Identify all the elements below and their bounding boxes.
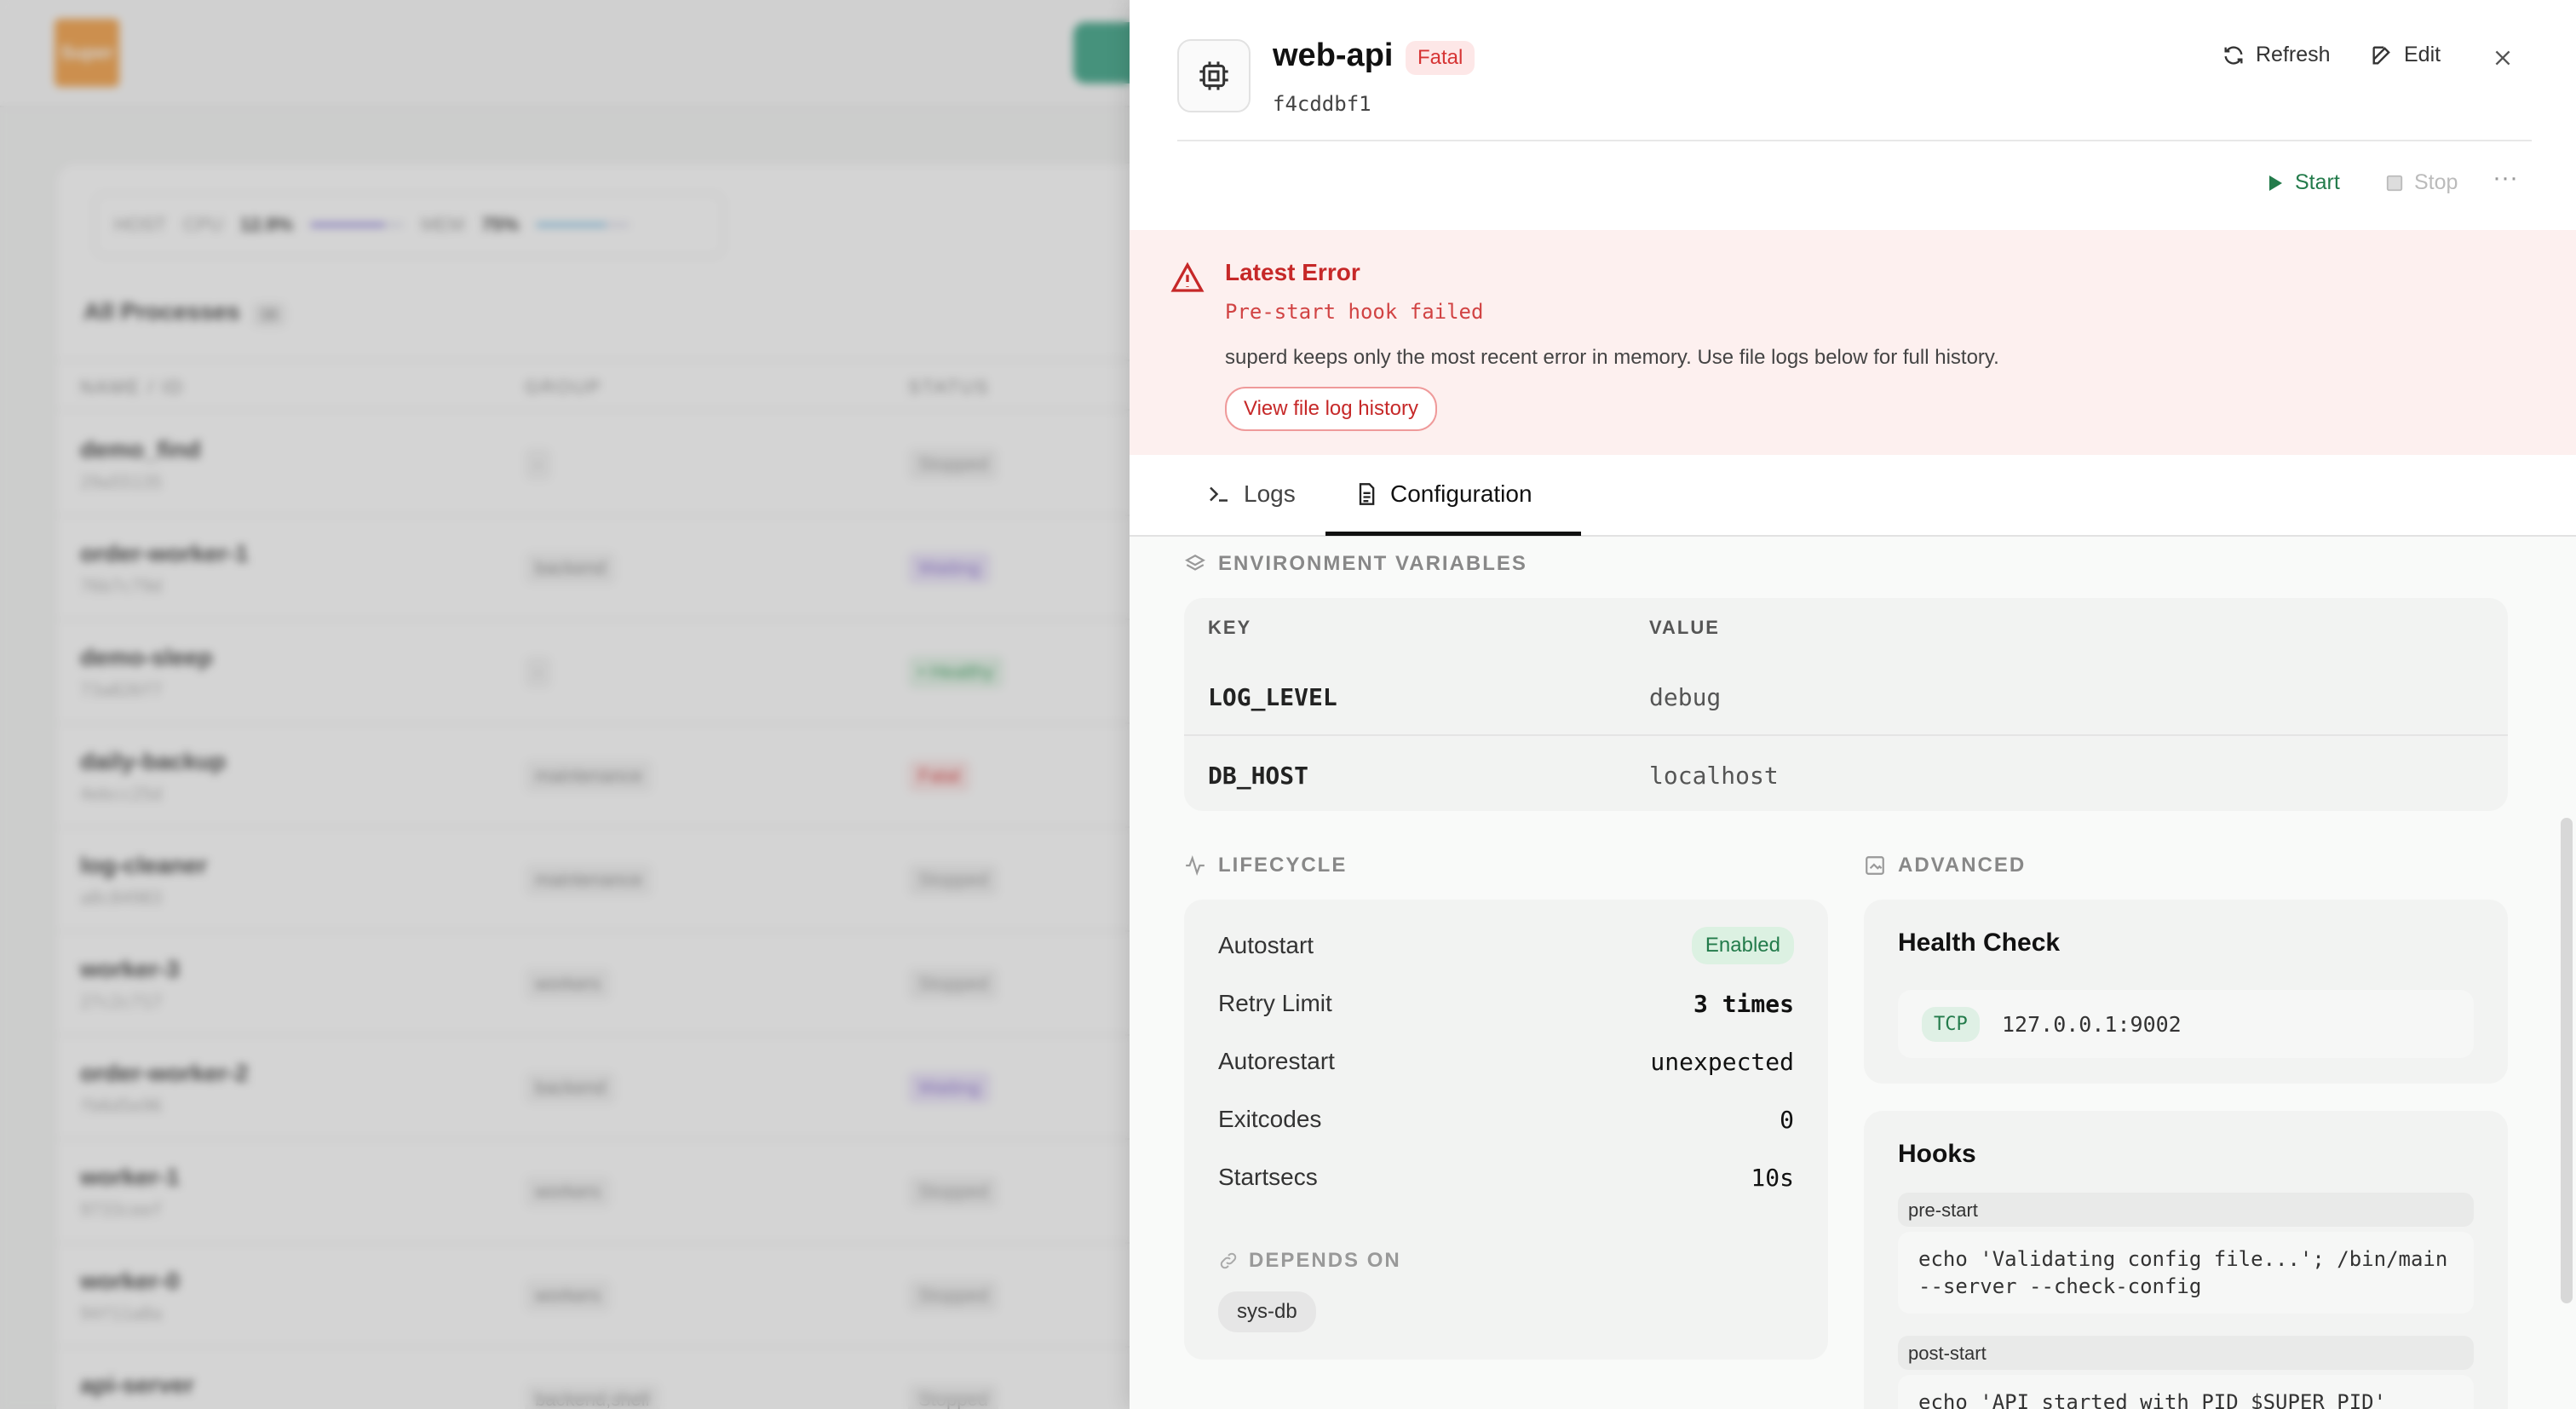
env-table: KEY VALUE LOG_LEVEL debug DB_HOST localh… xyxy=(1184,598,2508,811)
header-divider xyxy=(1177,140,2532,141)
env-value: debug xyxy=(1649,683,1722,711)
terminal-icon xyxy=(1210,486,1228,502)
layers-icon xyxy=(1185,555,1205,571)
lifecycle-row: Startsecs 10s xyxy=(1218,1155,1794,1198)
env-key: LOG_LEVEL xyxy=(1208,683,1337,711)
hooks-panel: Hooks pre-start echo 'Validating config … xyxy=(1864,1111,2508,1409)
env-key: DB_HOST xyxy=(1208,762,1309,790)
play-icon xyxy=(2269,175,2282,191)
process-hash: f4cddbf1 xyxy=(1273,92,1371,116)
start-button[interactable]: Start xyxy=(2264,170,2340,195)
stop-icon xyxy=(2386,175,2403,191)
tab-configuration-label: Configuration xyxy=(1390,480,1532,507)
edit-icon xyxy=(2372,46,2390,64)
hook-name: pre-start xyxy=(1898,1193,2474,1227)
modal-overlay[interactable] xyxy=(0,0,1130,1409)
more-button[interactable]: ··· xyxy=(2493,164,2518,193)
latest-error-panel: Latest Error Pre-start hook failed super… xyxy=(1130,230,2576,455)
drawer-header: web-api Fatal f4cddbf1 Refresh Edit Star… xyxy=(1130,0,2576,230)
refresh-icon xyxy=(2224,45,2243,65)
drawer-scrollbar[interactable] xyxy=(2561,818,2573,1303)
env-value: localhost xyxy=(1649,762,1779,790)
stop-label: Stop xyxy=(2414,170,2458,194)
tab-bar: Logs Configuration xyxy=(1130,455,2576,537)
hook-command: echo 'Validating config file...'; /bin/m… xyxy=(1898,1232,2474,1314)
depends-on-label: DEPENDS ON xyxy=(1249,1249,1401,1272)
lifecycle-panel: Autostart Enabled Retry Limit 3 times Au… xyxy=(1184,900,1828,1360)
depends-on-heading: DEPENDS ON xyxy=(1218,1249,1401,1273)
close-icon xyxy=(2495,50,2510,66)
health-check-title: Health Check xyxy=(1898,929,2061,957)
close-button[interactable] xyxy=(2486,41,2520,75)
lifecycle-value: 0 xyxy=(1780,1106,1794,1134)
activity-icon xyxy=(1186,854,1205,877)
lifecycle-row: Autorestart unexpected xyxy=(1218,1039,1794,1082)
warning-icon xyxy=(1170,262,1205,292)
env-key-header: KEY xyxy=(1208,617,1252,638)
more-icon: ··· xyxy=(2493,164,2518,192)
health-check-type-badge: TCP xyxy=(1922,1007,1980,1042)
lifecycle-label: Retry Limit xyxy=(1218,990,1332,1016)
env-section-heading: ENVIRONMENT VARIABLES xyxy=(1184,552,1527,576)
autostart-enabled-badge: Enabled xyxy=(1691,927,1794,964)
advanced-heading-label: ADVANCED xyxy=(1898,854,2027,877)
lifecycle-row: Exitcodes 0 xyxy=(1218,1097,1794,1140)
process-detail-drawer: web-api Fatal f4cddbf1 Refresh Edit Star… xyxy=(1130,0,2576,1409)
refresh-label: Refresh xyxy=(2256,43,2331,66)
error-note: superd keeps only the most recent error … xyxy=(1225,346,1999,369)
tab-logs-label: Logs xyxy=(1244,480,1296,507)
edit-label: Edit xyxy=(2404,43,2441,66)
status-badge: Fatal xyxy=(1406,41,1475,75)
env-row: LOG_LEVEL debug xyxy=(1184,658,2508,734)
lifecycle-value: unexpected xyxy=(1650,1048,1794,1076)
lifecycle-row: Retry Limit 3 times xyxy=(1218,981,1794,1024)
document-icon xyxy=(1359,483,1375,505)
tab-logs[interactable]: Logs xyxy=(1206,480,1296,508)
env-heading-label: ENVIRONMENT VARIABLES xyxy=(1218,552,1527,575)
hook-name: post-start xyxy=(1898,1336,2474,1370)
active-tab-indicator xyxy=(1325,532,1581,536)
dependency-pill[interactable]: sys-db xyxy=(1218,1291,1316,1332)
autostart-label: Autostart xyxy=(1218,932,1314,958)
health-check-panel: Health Check TCP 127.0.0.1:9002 xyxy=(1864,900,2508,1084)
tab-configuration[interactable]: Configuration xyxy=(1354,480,1532,508)
health-check-entry: TCP 127.0.0.1:9002 xyxy=(1898,990,2474,1058)
lifecycle-label: Exitcodes xyxy=(1218,1106,1322,1132)
chip-icon xyxy=(1177,39,1251,112)
health-check-address: 127.0.0.1:9002 xyxy=(2002,1012,2182,1037)
stop-button[interactable]: Stop xyxy=(2385,170,2458,195)
advanced-section-heading: ADVANCED xyxy=(1864,854,2026,877)
refresh-button[interactable]: Refresh xyxy=(2222,43,2331,67)
lifecycle-label: Startsecs xyxy=(1218,1164,1318,1190)
image-icon xyxy=(1866,856,1884,875)
error-title: Latest Error xyxy=(1225,259,1360,285)
start-label: Start xyxy=(2295,170,2340,194)
hook-command: echo 'API started with PID $SUPER_PID' xyxy=(1898,1375,2474,1409)
lifecycle-section-heading: LIFECYCLE xyxy=(1184,854,1347,877)
hooks-title: Hooks xyxy=(1898,1140,1976,1168)
process-title: web-api xyxy=(1273,37,1394,73)
lifecycle-value: 10s xyxy=(1751,1164,1794,1192)
lifecycle-label: Autorestart xyxy=(1218,1048,1335,1074)
lifecycle-heading-label: LIFECYCLE xyxy=(1218,854,1348,877)
lifecycle-value: 3 times xyxy=(1693,990,1794,1018)
env-row: DB_HOST localhost xyxy=(1184,734,2508,811)
view-file-log-history-button[interactable]: View file log history xyxy=(1225,387,1437,431)
error-message: Pre-start hook failed xyxy=(1225,300,1484,324)
link-icon xyxy=(1220,1252,1237,1269)
edit-button[interactable]: Edit xyxy=(2370,43,2441,67)
lifecycle-row-autostart: Autostart Enabled xyxy=(1218,923,1794,966)
env-value-header: VALUE xyxy=(1649,617,1720,638)
